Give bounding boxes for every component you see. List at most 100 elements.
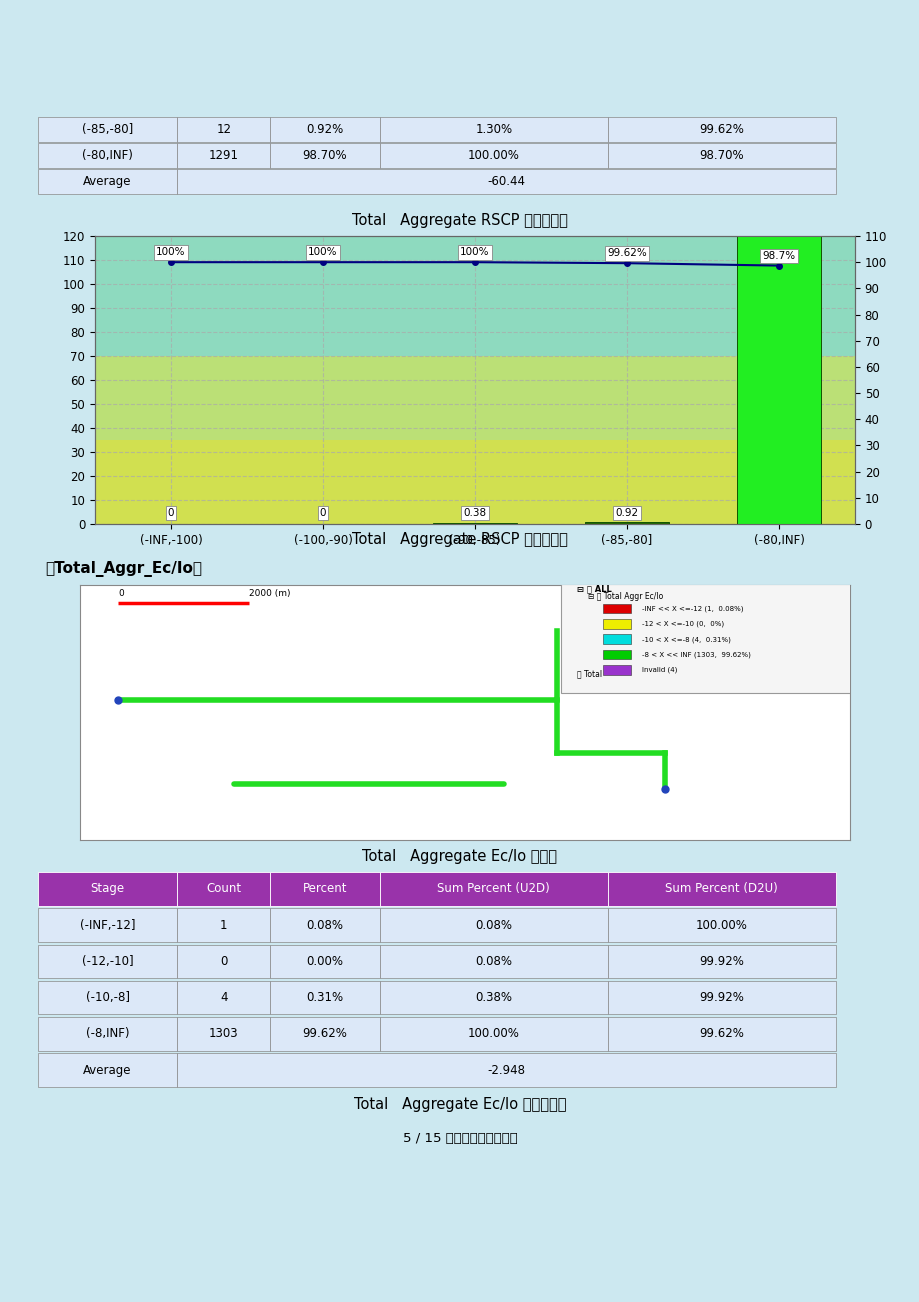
Text: 100%: 100% <box>460 247 489 258</box>
FancyBboxPatch shape <box>607 1017 834 1051</box>
FancyBboxPatch shape <box>607 872 834 906</box>
FancyBboxPatch shape <box>38 872 177 906</box>
Text: 0.92%: 0.92% <box>306 122 343 135</box>
Text: 0: 0 <box>119 589 124 598</box>
FancyBboxPatch shape <box>607 143 834 168</box>
Text: Average: Average <box>84 1064 131 1077</box>
Text: Average: Average <box>84 174 131 187</box>
Text: Count: Count <box>206 883 241 896</box>
FancyBboxPatch shape <box>177 909 270 941</box>
Text: (-INF,-12]: (-INF,-12] <box>80 919 135 932</box>
Text: 100%: 100% <box>156 247 186 258</box>
Text: 1: 1 <box>220 919 227 932</box>
Text: 12: 12 <box>216 122 231 135</box>
FancyBboxPatch shape <box>177 944 270 978</box>
FancyBboxPatch shape <box>270 980 380 1014</box>
Text: Invalid (4): Invalid (4) <box>641 667 676 673</box>
FancyBboxPatch shape <box>270 1017 380 1051</box>
Text: 0.31%: 0.31% <box>306 991 343 1004</box>
FancyBboxPatch shape <box>38 169 177 194</box>
Text: 5 / 15 文档可自由编辑打印: 5 / 15 文档可自由编辑打印 <box>403 1133 516 1146</box>
Text: 0.08%: 0.08% <box>475 954 512 967</box>
Bar <box>736 0 820 523</box>
FancyBboxPatch shape <box>380 117 607 142</box>
Text: Percent: Percent <box>302 883 346 896</box>
FancyBboxPatch shape <box>177 169 834 194</box>
Text: -8 < X << INF (1303,  99.62%): -8 < X << INF (1303, 99.62%) <box>641 651 750 658</box>
Bar <box>95 355 854 440</box>
Text: Total   Aggregate Ec/Io 覆盖统计表: Total Aggregate Ec/Io 覆盖统计表 <box>354 1098 565 1112</box>
Text: 99.92%: 99.92% <box>698 991 743 1004</box>
Bar <box>95 236 854 523</box>
Text: 99.62%: 99.62% <box>698 122 743 135</box>
FancyBboxPatch shape <box>270 872 380 906</box>
Text: ⊟ 🌐 Total Aggr Ec/Io: ⊟ 🌐 Total Aggr Ec/Io <box>587 592 663 602</box>
Text: Sum Percent (U2D): Sum Percent (U2D) <box>437 883 550 896</box>
FancyBboxPatch shape <box>380 872 607 906</box>
Text: 99.62%: 99.62% <box>698 1027 743 1040</box>
Text: Stage: Stage <box>90 883 125 896</box>
FancyBboxPatch shape <box>561 583 853 694</box>
FancyBboxPatch shape <box>177 980 270 1014</box>
FancyBboxPatch shape <box>607 980 834 1014</box>
Text: 0.00%: 0.00% <box>306 954 343 967</box>
FancyBboxPatch shape <box>38 909 177 941</box>
Text: 100%: 100% <box>308 247 337 258</box>
Bar <box>95 440 854 523</box>
Text: 2000 (m): 2000 (m) <box>249 589 290 598</box>
FancyBboxPatch shape <box>270 117 380 142</box>
Text: -2.948: -2.948 <box>487 1064 525 1077</box>
Text: 0.38: 0.38 <box>463 508 486 518</box>
Text: 0: 0 <box>220 954 227 967</box>
Text: 0: 0 <box>320 508 326 518</box>
FancyBboxPatch shape <box>602 620 630 629</box>
FancyBboxPatch shape <box>270 909 380 941</box>
Text: 98.70%: 98.70% <box>302 148 346 161</box>
Text: 1.30%: 1.30% <box>475 122 512 135</box>
FancyBboxPatch shape <box>177 143 270 168</box>
FancyBboxPatch shape <box>270 944 380 978</box>
FancyBboxPatch shape <box>607 909 834 941</box>
FancyBboxPatch shape <box>177 1053 834 1087</box>
FancyBboxPatch shape <box>380 143 607 168</box>
FancyBboxPatch shape <box>38 944 177 978</box>
Text: (-10,-8]: (-10,-8] <box>85 991 130 1004</box>
Text: Total   Aggregate Ec/Io 分布图: Total Aggregate Ec/Io 分布图 <box>362 849 557 865</box>
Text: Total   Aggregate RSCP 覆盖统计图: Total Aggregate RSCP 覆盖统计图 <box>352 531 567 547</box>
Text: 98.70%: 98.70% <box>698 148 743 161</box>
Text: ⊟ 🌐 ALL: ⊟ 🌐 ALL <box>576 585 611 594</box>
FancyBboxPatch shape <box>380 944 607 978</box>
Text: -10 < X <=-8 (4,  0.31%): -10 < X <=-8 (4, 0.31%) <box>641 637 731 643</box>
FancyBboxPatch shape <box>380 909 607 941</box>
FancyBboxPatch shape <box>602 665 630 674</box>
Text: 99.62%: 99.62% <box>607 249 646 259</box>
FancyBboxPatch shape <box>380 980 607 1014</box>
Text: 100.00%: 100.00% <box>695 919 747 932</box>
Text: 4: 4 <box>220 991 227 1004</box>
Text: (-80,INF): (-80,INF) <box>82 148 133 161</box>
FancyBboxPatch shape <box>602 604 630 613</box>
FancyBboxPatch shape <box>38 117 177 142</box>
Text: (-12,-10]: (-12,-10] <box>82 954 133 967</box>
Text: -60.44: -60.44 <box>487 174 525 187</box>
Text: (-8,INF): (-8,INF) <box>85 1027 130 1040</box>
Text: Total   Aggregate RSCP 覆盖统计表: Total Aggregate RSCP 覆盖统计表 <box>352 214 567 228</box>
FancyBboxPatch shape <box>38 1053 177 1087</box>
Text: 100.00%: 100.00% <box>468 1027 519 1040</box>
Text: 1291: 1291 <box>209 148 238 161</box>
FancyBboxPatch shape <box>177 1017 270 1051</box>
FancyBboxPatch shape <box>38 980 177 1014</box>
FancyBboxPatch shape <box>602 634 630 644</box>
FancyBboxPatch shape <box>38 143 177 168</box>
Text: 0.08%: 0.08% <box>306 919 343 932</box>
FancyBboxPatch shape <box>177 117 270 142</box>
Text: 0.92: 0.92 <box>615 508 638 518</box>
Bar <box>95 236 854 355</box>
FancyBboxPatch shape <box>607 117 834 142</box>
Text: Sum Percent (D2U): Sum Percent (D2U) <box>664 883 777 896</box>
FancyBboxPatch shape <box>380 1017 607 1051</box>
FancyBboxPatch shape <box>602 650 630 659</box>
Text: (-85,-80]: (-85,-80] <box>82 122 133 135</box>
FancyBboxPatch shape <box>270 143 380 168</box>
Text: -12 < X <=-10 (0,  0%): -12 < X <=-10 (0, 0%) <box>641 621 723 628</box>
